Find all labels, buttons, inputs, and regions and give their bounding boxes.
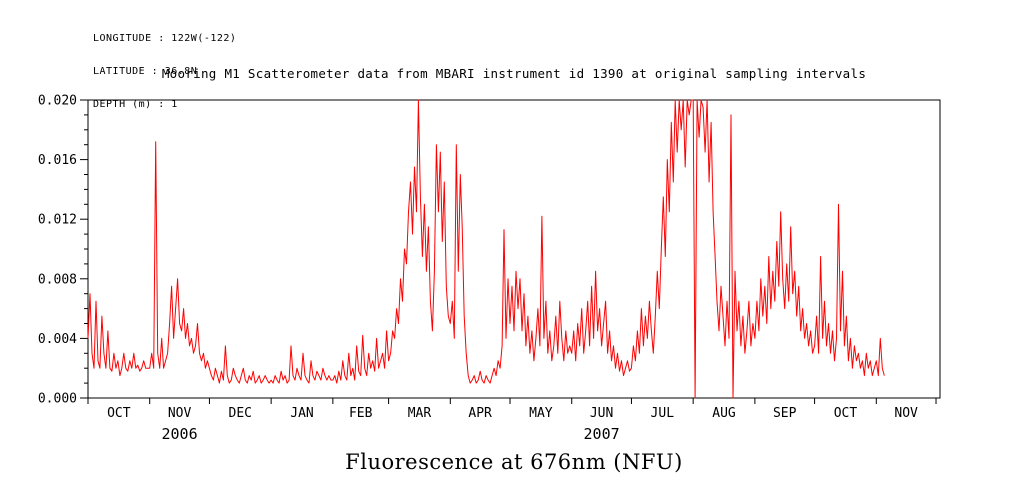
x-month-label: OCT [834,406,858,421]
x-month-label: JAN [290,406,313,421]
x-month-label: FEB [349,406,373,421]
x-month-label: SEP [773,406,797,421]
x-month-label: NOV [168,406,192,421]
y-tick-label: 0.012 [38,213,77,228]
x-month-label: DEC [229,406,252,421]
y-tick-label: 0.016 [38,153,77,168]
y-tick-label: 0.000 [38,392,77,407]
y-tick-label: 0.004 [38,332,77,347]
y-tick-label: 0.008 [38,272,77,287]
location-info: LONGITUDE : 122W(-122) LATITUDE : 36.8N … [93,11,236,132]
x-month-label: JUN [590,406,613,421]
x-month-label: MAY [529,406,553,421]
chart-title: Mooring M1 Scatterometer data from MBARI… [161,66,867,81]
x-year-label: 2006 [162,425,198,443]
x-month-label: OCT [107,406,131,421]
x-year-label: 2007 [584,425,620,443]
y-tick-label: 0.020 [38,94,77,109]
x-month-label: AUG [712,406,736,421]
latitude-label: LATITUDE : 36.8N [93,66,198,77]
x-month-label: MAR [408,406,432,421]
x-month-label: JUL [651,406,675,421]
fluorescence-series [87,99,885,399]
x-month-label: NOV [894,406,918,421]
variable-label: Fluorescence at 676nm (NFU) [345,450,683,474]
longitude-label: LONGITUDE : 122W(-122) [93,33,237,44]
x-month-label: APR [468,406,492,421]
depth-label: DEPTH (m) : 1 [93,99,178,110]
